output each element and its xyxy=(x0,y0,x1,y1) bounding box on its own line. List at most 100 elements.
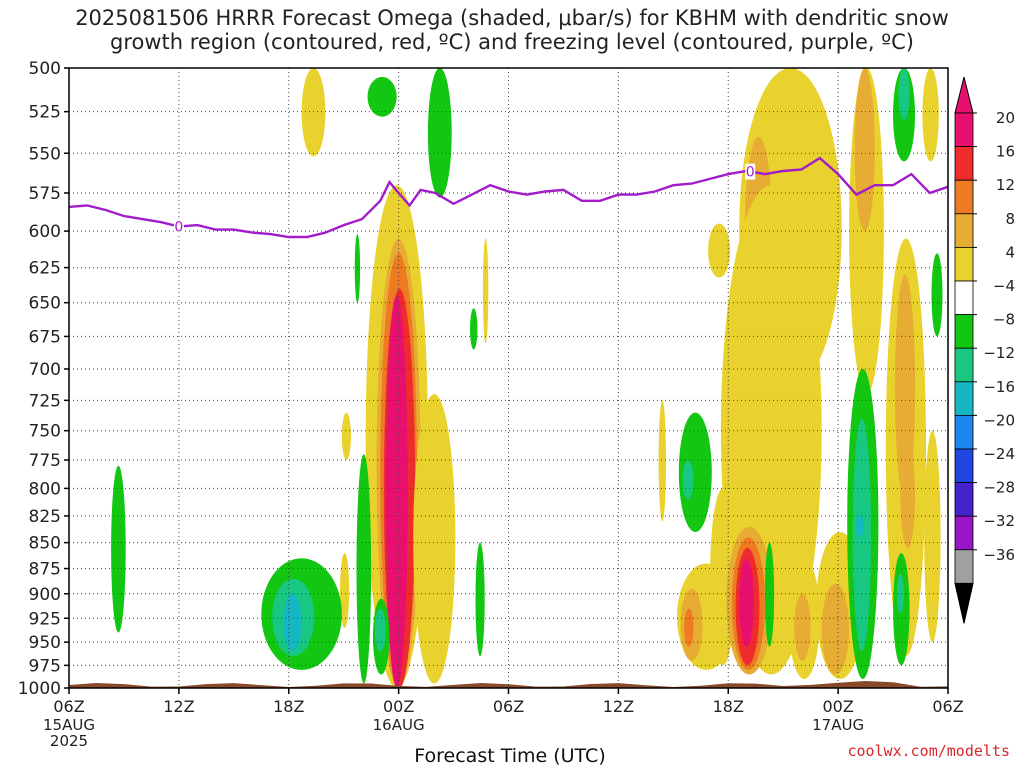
y-tick-label-850: 850 xyxy=(29,534,61,554)
omega-region-54 xyxy=(896,573,905,614)
omega-region-20 xyxy=(356,454,372,684)
y-tick-label-700: 700 xyxy=(29,360,61,380)
x-axis-title: Forecast Time (UTC) xyxy=(414,745,606,767)
x-tick-sublabel-0-1: 2025 xyxy=(50,732,88,750)
omega-region-19 xyxy=(413,394,456,684)
omega-region-55 xyxy=(924,430,941,643)
omega-region-0 xyxy=(301,68,326,157)
colorbar-swatch-5 xyxy=(954,280,974,315)
y-tick-label-575: 575 xyxy=(29,184,61,204)
credit-link[interactable]: coolwx.com/modelts xyxy=(847,742,1010,760)
omega-region-49 xyxy=(856,515,864,538)
pressure-axis: 500 525 550 575 600 625 650 675 700 725 750 775 800 8… xyxy=(18,59,69,699)
omega-region-22 xyxy=(374,608,386,652)
x-tick-label-2: 18Z xyxy=(273,697,304,716)
y-tick-label-975: 975 xyxy=(29,656,61,676)
colorbar-tick-label-12: −32 xyxy=(983,512,1015,530)
colorbar-swatch-13 xyxy=(954,549,974,584)
freezing-level-layer: 00 xyxy=(69,156,948,239)
freezing-level-label-0: 0 xyxy=(174,220,183,236)
colorbar-swatch-4 xyxy=(954,246,974,282)
y-tick-label-550: 550 xyxy=(29,144,61,164)
colorbar-tick-label-5: −4 xyxy=(993,277,1015,295)
y-tick-label-750: 750 xyxy=(29,422,61,442)
omega-region-8 xyxy=(898,68,910,121)
chart-title-line-1: 2025081506 HRRR Forecast Omega (shaded, … xyxy=(75,6,949,30)
colorbar-swatch-12 xyxy=(954,515,974,551)
omega-region-13 xyxy=(470,308,478,350)
freezing-level-line xyxy=(69,156,948,239)
x-tick-label-6: 18Z xyxy=(713,697,744,716)
omega-region-11 xyxy=(354,234,361,303)
chart-title: 2025081506 HRRR Forecast Omega (shaded, … xyxy=(0,6,1024,54)
colorbar-swatch-11 xyxy=(954,482,974,517)
freezing-level-label-bg-1 xyxy=(745,163,756,180)
colorbar-tick-label-7: −12 xyxy=(983,344,1015,362)
x-tick-sublabel-0-0: 15AUG xyxy=(43,716,95,734)
omega-region-25 xyxy=(475,542,485,657)
colorbar-tick-label-0: 20 xyxy=(996,109,1015,127)
colorbar-swatch-3 xyxy=(954,213,974,248)
colorbar-swatch-9 xyxy=(954,414,974,450)
colorbar-swatch-6 xyxy=(954,314,974,349)
x-tick-label-1: 12Z xyxy=(163,697,194,716)
omega-region-12 xyxy=(482,238,489,344)
colorbar-tick-label-11: −28 xyxy=(983,479,1015,497)
colorbar-tick-label-8: −16 xyxy=(983,378,1015,396)
colorbar-swatch-7 xyxy=(954,347,974,383)
colorbar-bottom-arrow xyxy=(954,582,974,624)
colorbar-swatch-8 xyxy=(954,381,974,416)
omega-region-42 xyxy=(764,542,775,647)
colorbar-tick-label-6: −8 xyxy=(993,311,1015,329)
colorbar-swatch-1 xyxy=(954,146,974,181)
colorbar-tick-label-13: −36 xyxy=(983,546,1015,564)
x-tick-sublabel-7-0: 17AUG xyxy=(812,716,864,734)
colorbar-swatch-10 xyxy=(954,448,974,483)
y-tick-label-775: 775 xyxy=(29,451,61,471)
omega-region-46 xyxy=(821,583,850,675)
colorbar-tick-label-3: 8 xyxy=(1005,210,1015,228)
omega-region-10 xyxy=(708,223,731,278)
y-tick-label-675: 675 xyxy=(29,327,61,347)
y-tick-label-525: 525 xyxy=(29,103,61,123)
omega-region-18 xyxy=(385,295,408,688)
colorbar-tick-label-9: −20 xyxy=(983,411,1015,429)
y-tick-label-875: 875 xyxy=(29,560,61,580)
omega-region-24 xyxy=(340,553,350,628)
colorbar-swatch-0 xyxy=(954,112,974,147)
y-tick-label-625: 625 xyxy=(29,259,61,279)
omega-region-23 xyxy=(341,412,351,460)
omega-region-44 xyxy=(794,593,811,661)
omega-region-56 xyxy=(931,253,943,337)
x-tick-label-5: 12Z xyxy=(603,697,634,716)
omega-region-35 xyxy=(684,608,694,647)
y-tick-label-925: 925 xyxy=(29,609,61,629)
freezing-level-label-1: 0 xyxy=(746,165,755,181)
omega-region-30 xyxy=(658,400,666,522)
y-tick-label-1000: 1000 xyxy=(18,679,61,699)
colorbar-tick-label-10: −24 xyxy=(983,445,1015,463)
omega-region-52 xyxy=(900,442,915,548)
omega-shading-layer xyxy=(111,68,943,688)
omega-region-32 xyxy=(682,460,694,500)
freezing-level-label-bg-0 xyxy=(173,218,184,235)
y-tick-label-500: 500 xyxy=(29,59,61,79)
grid-layer xyxy=(69,68,948,688)
omega-colorbar: 20 16 12 8 4 −4 −8 −12 −16 −20 −24 −28 −32 −36 xyxy=(954,76,1015,624)
colorbar-tick-label-2: 12 xyxy=(996,176,1015,194)
x-tick-label-4: 06Z xyxy=(493,697,524,716)
x-tick-sublabel-3-0: 16AUG xyxy=(373,716,425,734)
y-tick-label-825: 825 xyxy=(29,507,61,527)
y-tick-label-725: 725 xyxy=(29,391,61,411)
colorbar-tick-label-4: 4 xyxy=(1005,243,1015,261)
omega-region-31 xyxy=(678,412,712,532)
y-tick-label-600: 600 xyxy=(29,222,61,242)
y-tick-label-950: 950 xyxy=(29,633,61,653)
omega-region-41 xyxy=(739,558,754,647)
colorbar-swatch-2 xyxy=(954,179,974,215)
x-tick-label-8: 06Z xyxy=(932,697,963,716)
y-tick-label-900: 900 xyxy=(29,585,61,605)
omega-region-51 xyxy=(894,274,916,500)
